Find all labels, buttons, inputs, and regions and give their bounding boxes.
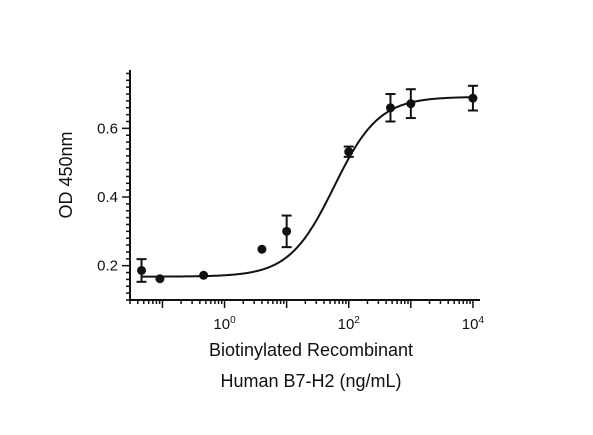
x-tick-label: 102 [338,315,361,333]
data-point [155,274,165,284]
data-point [137,265,147,275]
data-point [406,99,416,109]
data-point [257,244,267,254]
data-point [344,147,354,157]
y-axis-title: OD 450nm [56,131,76,218]
data-points-layer [136,84,478,284]
x-axis: 100 102 104 [129,299,485,333]
data-point [282,226,292,236]
fit-curve [141,96,473,278]
y-axis: 0.2 0.4 0.6 [97,70,131,301]
y-tick-label: 0.4 [97,189,118,206]
x-tick-label: 100 [213,315,236,333]
x-axis-title-line-2: Human B7-H2 (ng/mL) [220,371,401,391]
data-point [199,270,209,280]
y-tick-label: 0.2 [97,258,118,275]
data-point [468,93,478,103]
fit-curve-layer [141,96,473,278]
x-axis-title-line-1: Biotinylated Recombinant [209,340,413,360]
data-point [385,103,395,113]
x-tick-label: 104 [462,315,485,333]
y-tick-label: 0.6 [97,120,118,137]
